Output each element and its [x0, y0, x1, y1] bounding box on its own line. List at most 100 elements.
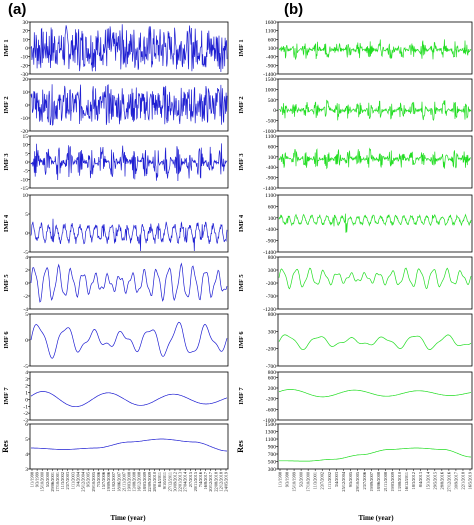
subplot-label: Res	[1, 440, 10, 452]
x-tick-label: 13/08/2010	[397, 472, 402, 492]
data-line	[30, 262, 228, 303]
data-line	[278, 334, 472, 351]
x-tick-label: 16/12/2011	[404, 472, 409, 491]
y-tick-label: 4	[25, 370, 28, 376]
y-tick-label: 1100	[265, 134, 276, 140]
data-line	[31, 438, 227, 452]
x-tick-label: 15/1/2014	[425, 471, 430, 489]
x-tick-label: 7/4/2016	[198, 471, 203, 487]
subplot-label: IMF 5	[238, 274, 245, 292]
y-tick-label: -700	[266, 364, 276, 370]
x-tick-label: 1/1/1998	[278, 472, 283, 487]
subplot-label: IMF 5	[3, 274, 10, 292]
x-tick-label: 25/12/2004	[81, 471, 86, 491]
x-tick-label: 19/03/2008	[127, 472, 132, 492]
y-tick-label: -900	[266, 63, 276, 69]
x-tick-label: 18/3/2012	[411, 472, 416, 489]
axes-frame	[277, 256, 473, 310]
subplot-label: IMF 4	[238, 214, 245, 232]
subplot-label: IMF 3	[238, 153, 245, 171]
x-tick-label: 18/03/2009	[142, 472, 147, 492]
y-tick-label: 1500	[265, 422, 276, 428]
y-tick-label: 10	[23, 193, 29, 199]
x-tick-label: 19/03/2009	[390, 472, 395, 492]
subplot-label: IMF 1	[3, 39, 10, 56]
x-tick-label: 15/10/2000	[40, 472, 45, 492]
x-tick-label: 29/10/2005	[355, 472, 360, 492]
axes-frame	[29, 256, 229, 310]
x-tick-label: 18/06/2008	[376, 472, 381, 492]
x-tick-label: 11/02/2007	[111, 471, 116, 491]
subplot-label: IMF 6	[238, 331, 245, 349]
x-tick-label: 21/11/2008	[383, 472, 388, 491]
subplot-1-5: -700 -200 300 800 IMF 6	[238, 312, 473, 370]
y-tick-label: -10	[21, 177, 29, 183]
x-tick-label: 16/5/2019	[468, 472, 473, 489]
y-tick-label: 10	[23, 143, 29, 149]
y-tick-label: 100	[268, 46, 277, 52]
x-tick-label: 19/09/2007	[369, 471, 374, 491]
x-tick-label: 25/12/2004	[341, 471, 346, 491]
y-tick-label: 3	[25, 377, 28, 383]
y-tick-label: 300	[268, 268, 277, 274]
x-tick-label: 3/4/2003	[334, 472, 339, 487]
x-tick-label: 18/06/2007	[116, 471, 121, 491]
y-tick-label: 2	[25, 384, 28, 390]
x-tick-label: 23/7/2003	[65, 472, 70, 489]
x-tick-label: 11/3/2002	[60, 472, 65, 489]
x-tick-label: 24/05/2019	[224, 472, 229, 492]
x-tick-label: 28/8/2016	[439, 471, 444, 489]
y-tick-label: 0	[25, 281, 28, 287]
y-tick-label: 1000	[265, 87, 276, 93]
data-line	[278, 147, 471, 170]
y-tick-label: 1100	[265, 437, 276, 443]
x-tick-label: 27/12/2016	[446, 471, 451, 491]
subplot-1-1: -1000 -500 0 500 1000 1500 IMF 2	[238, 77, 473, 135]
data-line	[279, 99, 472, 121]
x-tick-label: 30/9/2017	[453, 471, 458, 489]
y-tick-label: 900	[268, 445, 277, 451]
x-tick-label: 15/7/2006	[101, 471, 106, 489]
subplot-1-2: -1400 -900 -400 100 600 1100 IMF 3	[238, 134, 473, 192]
x-tick-label: 20/11/2015	[193, 472, 198, 491]
x-axis-title-a: Time (year)	[110, 514, 146, 522]
y-tick-label: 0	[25, 46, 28, 52]
data-line	[30, 84, 228, 126]
y-tick-label: 0	[25, 103, 28, 109]
y-tick-label: 0	[25, 160, 28, 166]
axes-frame	[277, 313, 473, 367]
y-tick-label: 100	[268, 155, 277, 161]
x-tick-label: 1/11/2002	[327, 472, 332, 489]
y-tick-label: 500	[268, 98, 277, 104]
x-tick-label: 23/7/2002	[320, 472, 325, 489]
y-tick-label: -1000	[263, 418, 276, 424]
data-line	[30, 391, 228, 408]
y-tick-label: -2	[23, 411, 28, 417]
y-tick-label: 4	[25, 452, 28, 458]
y-tick-label: 500	[268, 460, 277, 466]
y-tick-label: 5	[25, 312, 28, 318]
x-tick-label: 9/10/2011	[162, 472, 167, 489]
axes-frame	[29, 371, 229, 421]
y-tick-label: 10	[23, 37, 29, 43]
x-tick-label: 1/1/1998	[30, 472, 35, 487]
y-tick-label: 600	[268, 375, 277, 381]
data-line	[30, 24, 228, 73]
subplot-0-2: -15 -10 -5 0 5 10 15 IMF 3	[3, 134, 229, 192]
subplot-0-0: -30 -20 -10 0 10 20 30 IMF 1	[3, 20, 229, 78]
y-tick-label: 0	[273, 108, 276, 114]
x-tick-label: 9/3/1999	[35, 472, 40, 487]
y-tick-label: 600	[268, 204, 277, 210]
data-line	[278, 267, 472, 290]
x-tick-label: 15/10/1999	[292, 472, 297, 492]
subplot-0-7: 3 4 5 6 Res	[1, 422, 229, 473]
y-tick-label: 4	[25, 255, 28, 261]
axes-frame	[29, 313, 229, 367]
subplot-0-4: -4 -2 0 2 4 IMF 5	[3, 255, 229, 313]
x-tick-label: 22/09/2009	[147, 472, 152, 492]
y-tick-label: -20	[21, 129, 29, 135]
y-tick-label: 700	[268, 452, 277, 458]
y-tick-label: -900	[266, 176, 276, 182]
